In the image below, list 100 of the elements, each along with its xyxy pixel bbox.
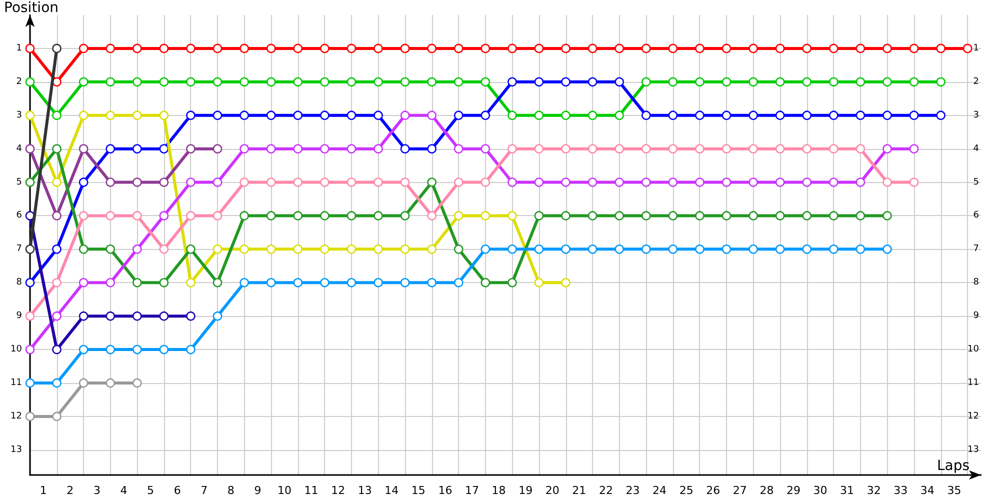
point xyxy=(159,311,169,321)
point xyxy=(132,44,142,54)
y-tick-label: 9 xyxy=(16,311,22,322)
point xyxy=(829,110,838,120)
x-tick-label: 23 xyxy=(626,484,640,497)
point xyxy=(52,378,62,388)
point xyxy=(909,110,919,120)
point xyxy=(25,412,35,422)
point xyxy=(266,110,276,120)
point xyxy=(856,211,866,220)
y-tick-label: 10 xyxy=(10,344,22,355)
point xyxy=(695,144,704,154)
x-tick-label: 10 xyxy=(277,484,292,497)
point xyxy=(614,44,624,54)
point xyxy=(882,244,892,254)
point xyxy=(695,77,704,87)
point xyxy=(588,144,598,154)
point xyxy=(480,44,490,54)
point xyxy=(534,144,544,154)
point xyxy=(212,77,222,87)
y-tick-label: 13 xyxy=(10,444,22,455)
point xyxy=(186,211,196,220)
point xyxy=(132,278,142,288)
point xyxy=(480,144,490,154)
point xyxy=(159,278,169,288)
point xyxy=(454,211,464,220)
point xyxy=(427,244,436,254)
x-tick-label: 5 xyxy=(147,484,154,497)
point xyxy=(240,110,249,120)
point xyxy=(427,110,436,120)
point xyxy=(722,178,732,187)
y2-tick-label: 8 xyxy=(973,278,980,288)
point xyxy=(642,178,651,187)
x-tick-label: 6 xyxy=(174,484,181,497)
point xyxy=(722,44,732,54)
point xyxy=(829,211,838,220)
point xyxy=(668,144,678,154)
point xyxy=(748,178,758,187)
point xyxy=(132,378,142,388)
point xyxy=(668,44,678,54)
point xyxy=(374,278,383,288)
point xyxy=(668,211,678,220)
point xyxy=(52,178,62,187)
point xyxy=(508,211,517,220)
point xyxy=(346,178,356,187)
point xyxy=(454,110,464,120)
point xyxy=(775,44,785,54)
x-tick-label: 12 xyxy=(331,484,346,497)
y2-tick-label: 3 xyxy=(973,110,979,120)
point xyxy=(52,412,62,422)
point xyxy=(25,311,35,321)
x-tick-label: 24 xyxy=(652,484,667,497)
point xyxy=(722,211,732,220)
x-tick-label: 31 xyxy=(840,484,854,497)
point xyxy=(695,178,704,187)
x-tick-label: 22 xyxy=(598,484,613,497)
point xyxy=(454,278,464,288)
point xyxy=(25,344,35,354)
point xyxy=(534,244,544,254)
point xyxy=(695,244,704,254)
point xyxy=(346,44,356,54)
point xyxy=(722,144,732,154)
point xyxy=(400,178,410,187)
point xyxy=(374,178,383,187)
point xyxy=(802,110,812,120)
point xyxy=(106,211,116,220)
point xyxy=(266,144,276,154)
point xyxy=(856,244,866,254)
point xyxy=(132,311,142,321)
point xyxy=(614,110,624,120)
y-axis-title: Position xyxy=(4,0,59,16)
point xyxy=(668,77,678,87)
point xyxy=(25,378,35,388)
point xyxy=(480,244,490,254)
x-tick-label: 7 xyxy=(200,484,208,497)
point xyxy=(346,211,356,220)
point xyxy=(266,244,276,254)
point xyxy=(534,44,544,54)
x-tick-label: 29 xyxy=(786,484,800,497)
y-tick-label: 4 xyxy=(16,144,22,154)
x-tick-label: 14 xyxy=(384,484,399,497)
point xyxy=(186,278,196,288)
point xyxy=(52,144,62,154)
point xyxy=(775,244,785,254)
point xyxy=(52,44,62,54)
point xyxy=(588,77,598,87)
point xyxy=(561,77,570,87)
x-tick-label: 9 xyxy=(254,484,262,497)
point xyxy=(695,211,704,220)
y2-tick-label: 10 xyxy=(968,344,980,355)
point xyxy=(240,77,249,87)
point xyxy=(454,244,464,254)
point xyxy=(829,144,838,154)
point xyxy=(374,211,383,220)
point xyxy=(106,110,116,120)
point xyxy=(132,144,142,154)
point xyxy=(240,178,249,187)
point xyxy=(240,211,249,220)
point xyxy=(936,44,946,54)
x-tick-label: 26 xyxy=(706,484,720,497)
